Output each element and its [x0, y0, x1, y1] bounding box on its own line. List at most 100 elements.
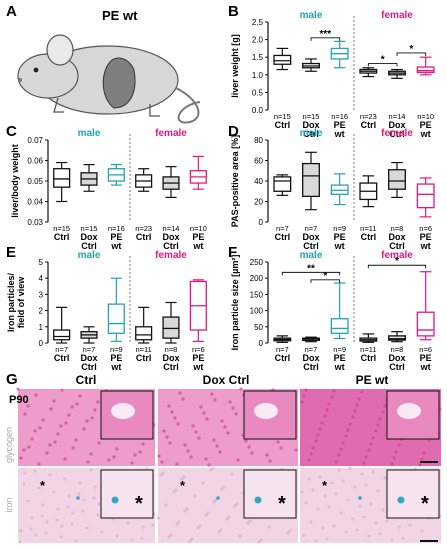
n-label: n=16: [108, 224, 125, 233]
tissue-speck: [376, 489, 380, 493]
tissue-speck: [383, 404, 387, 408]
category-label: wt: [334, 241, 345, 251]
tissue-speck: [231, 406, 235, 410]
tissue-speck: [96, 400, 100, 404]
y-axis-label: Iron particle size [µm²]: [230, 255, 240, 351]
chart-panel-f: F 0 50 100 150 200 250 Iron particle size [µm²]…: [228, 244, 435, 372]
y-tick-label: 20: [254, 198, 263, 207]
box: [135, 326, 153, 341]
y-tick-label: 0.5: [252, 88, 264, 97]
tissue-speck: [86, 460, 90, 464]
tissue-speck: [159, 473, 163, 477]
category-label: Ctrl: [163, 241, 179, 251]
vessel-marker: *: [278, 493, 286, 515]
category-label: wt: [420, 241, 431, 251]
tissue-speck: [314, 539, 318, 543]
panel-letter-d: D: [228, 123, 239, 140]
tissue-speck: [318, 427, 322, 431]
category-label: wt: [420, 129, 431, 139]
tissue-speck: [160, 460, 164, 464]
category-label: Ctrl: [54, 353, 70, 363]
significance-label: **: [307, 263, 315, 274]
y-tick-label: 0.0: [252, 106, 264, 115]
column-label-ctrl: Ctrl: [76, 373, 97, 387]
y-tick-label: 50: [254, 323, 263, 332]
tissue-speck: [348, 422, 352, 426]
tissue-speck: [418, 463, 422, 467]
y-tick-label: 0.04: [27, 198, 43, 207]
tissue-speck: [26, 404, 30, 408]
iron-deposit: [216, 496, 220, 500]
vessel: [111, 403, 135, 419]
box: [388, 335, 406, 341]
tissue-speck: [33, 429, 37, 433]
n-label: n=9: [333, 224, 346, 233]
iron-deposit: [76, 496, 80, 500]
tissue-speck: [279, 446, 283, 450]
category-label: Ctrl: [163, 362, 179, 372]
tissue-speck: [165, 435, 169, 439]
age-label: P90: [9, 394, 29, 406]
n-label: n=7: [305, 224, 318, 233]
panel-letter-a: A: [6, 3, 17, 20]
tissue-speck: [93, 485, 97, 489]
y-axis-label: PAS-positive area [%]: [230, 135, 240, 227]
tissue-speck: [351, 415, 355, 419]
tissue-speck: [397, 443, 401, 447]
tissue-speck: [348, 466, 352, 470]
tissue-speck: [191, 424, 195, 428]
tissue-speck: [172, 490, 176, 494]
category-label: Ctrl: [303, 241, 319, 251]
tissue-speck: [302, 533, 306, 537]
tissue-speck: [30, 516, 34, 520]
tissue-speck: [307, 458, 311, 462]
tissue-speck: [40, 514, 44, 518]
iron-deposit: [111, 496, 119, 504]
tissue-speck: [268, 459, 272, 463]
tissue-speck: [346, 498, 350, 502]
tissue-speck: [18, 540, 22, 544]
category-label: Ctrl: [81, 362, 97, 372]
tissue-speck: [183, 443, 187, 447]
category-label: Ctrl: [361, 353, 377, 363]
category-label: PE: [334, 353, 346, 363]
sex-label-female: female: [381, 128, 413, 139]
tissue-speck: [212, 438, 216, 442]
panel-letter-c: C: [6, 123, 17, 140]
sex-label-female: female: [381, 250, 413, 261]
tissue-speck: [180, 477, 184, 481]
tissue-speck: [181, 397, 185, 401]
tissue-speck: [66, 505, 70, 509]
tissue-speck: [138, 450, 142, 454]
sex-label-male: male: [300, 128, 323, 139]
tissue-speck: [327, 402, 331, 406]
zoom-inset: [100, 390, 154, 440]
row-label-iron: iron: [4, 497, 14, 512]
iron-deposit: [397, 496, 405, 504]
tissue-speck: [341, 441, 345, 445]
tissue-speck: [70, 405, 74, 409]
tissue-speck: [174, 488, 178, 492]
tissue-speck: [394, 450, 398, 454]
tissue-speck: [300, 400, 304, 404]
category-label: PE: [334, 232, 346, 242]
tissue-speck: [59, 424, 63, 428]
tissue-speck: [22, 482, 26, 486]
tissue-speck: [383, 476, 387, 480]
tissue-speck: [369, 502, 373, 506]
tissue-speck: [217, 530, 221, 534]
tissue-speck: [188, 539, 192, 543]
tissue-speck: [227, 515, 231, 519]
tissue-speck: [141, 442, 145, 446]
category-label: Ctrl: [303, 362, 319, 372]
tissue-speck: [167, 404, 171, 408]
tissue-speck: [100, 530, 104, 534]
significance-label: *: [409, 44, 413, 55]
tissue-speck: [332, 524, 336, 528]
n-label: n=23: [360, 112, 377, 121]
tissue-speck: [369, 442, 373, 446]
tissue-speck: [223, 425, 227, 429]
category-label: wt: [334, 362, 345, 372]
n-label: n=7: [276, 224, 289, 233]
